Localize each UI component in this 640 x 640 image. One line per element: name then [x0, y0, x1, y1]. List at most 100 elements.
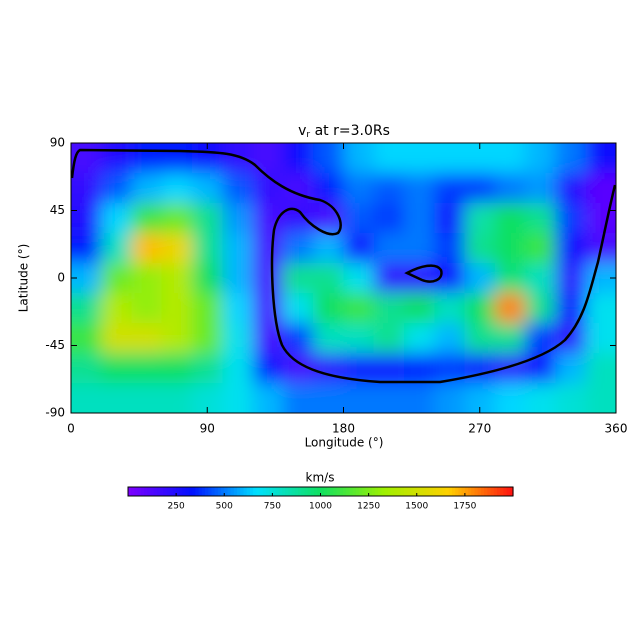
heatmap-cell — [434, 323, 466, 354]
heatmap-cell — [282, 293, 314, 324]
heatmap-cell — [161, 173, 193, 204]
heatmap-cell — [313, 353, 344, 384]
heatmap-cell — [494, 143, 526, 174]
heatmap-cell — [404, 233, 435, 264]
heatmap-cell — [192, 293, 223, 324]
colorbar-swatch — [423, 487, 427, 496]
heatmap-cell — [404, 383, 435, 413]
heatmap-cell — [585, 293, 616, 324]
colorbar-swatch — [375, 487, 379, 496]
y-tick-label: -45 — [45, 338, 65, 352]
heatmap-cell — [464, 233, 496, 264]
heatmap-cell — [131, 173, 163, 204]
heatmap-cell — [373, 323, 405, 354]
colorbar-swatch — [368, 487, 373, 496]
heatmap-cell — [494, 203, 526, 234]
heatmap-cell — [494, 233, 526, 264]
heatmap-cell — [434, 383, 466, 413]
colorbar-swatch — [391, 487, 395, 496]
colorbar-swatch — [304, 487, 309, 496]
heatmap-cell — [252, 353, 284, 384]
colorbar-swatch — [301, 487, 306, 496]
heatmap-cell — [222, 383, 254, 413]
heatmap-cell — [101, 293, 133, 324]
colorbar-swatch — [387, 487, 392, 496]
heatmap-cell — [222, 323, 254, 354]
colorbar-swatch — [269, 487, 273, 496]
heatmap-cell — [464, 173, 496, 204]
heatmap-cell — [192, 353, 223, 384]
colorbar-swatch — [188, 487, 193, 496]
colorbar-swatch — [195, 487, 200, 496]
colorbar-swatch — [140, 487, 145, 496]
colorbar-swatch — [249, 487, 254, 496]
colorbar-swatch — [496, 487, 501, 496]
colorbar-swatch — [131, 487, 136, 496]
colorbar-swatch — [278, 487, 283, 496]
heatmap-cell — [555, 353, 587, 384]
colorbar-swatch — [262, 487, 267, 496]
heatmap-cell — [101, 203, 133, 234]
heatmap-cell — [282, 143, 314, 174]
colorbar-swatch — [201, 487, 206, 496]
y-tick-label: -90 — [45, 406, 65, 420]
heatmap-cell — [373, 383, 405, 413]
heatmap-cell — [131, 323, 163, 354]
heatmap-cell — [494, 293, 526, 324]
heatmap-cell — [222, 353, 254, 384]
heatmap-cell — [282, 233, 314, 264]
heatmap-cell — [343, 173, 375, 204]
heatmap-cell — [585, 233, 616, 264]
colorbar-swatch — [346, 487, 350, 496]
colorbar-swatch — [259, 487, 264, 496]
heatmap-cell — [464, 323, 496, 354]
x-axis-label: Longitude (°) — [305, 436, 384, 450]
colorbar-swatch — [432, 487, 437, 496]
heatmap-cell — [494, 263, 526, 294]
heatmap-cell — [494, 173, 526, 204]
heatmap-cell — [343, 263, 375, 294]
heatmap-cell — [101, 233, 133, 264]
heatmap-cell — [131, 143, 163, 174]
heatmap-cell — [313, 233, 344, 264]
colorbar-swatch — [323, 487, 328, 496]
heatmap-cell — [161, 143, 193, 174]
heatmap-cell — [222, 143, 254, 174]
heatmap-cell — [131, 293, 163, 324]
colorbar-tick-label: 1000 — [309, 502, 332, 512]
heatmap-cell — [464, 203, 496, 234]
colorbar-swatch — [509, 487, 514, 496]
x-tick-label: 90 — [200, 422, 215, 436]
colorbar-swatch — [285, 487, 290, 496]
heatmap-cell — [404, 293, 435, 324]
heatmap-cell — [252, 233, 284, 264]
heatmap-cells — [71, 143, 616, 413]
heatmap-cell — [525, 203, 556, 234]
heatmap-cell — [71, 233, 102, 264]
heatmap-cell — [161, 383, 193, 413]
colorbar-swatch — [166, 487, 171, 496]
colorbar-swatch — [227, 487, 232, 496]
heatmap-cell — [101, 323, 133, 354]
colorbar-swatch — [349, 487, 354, 496]
heatmap — [71, 143, 616, 413]
colorbar-swatch — [198, 487, 203, 496]
colorbar-swatch — [480, 487, 485, 496]
colorbar-swatch — [452, 487, 456, 496]
y-axis-label: Latitude (°) — [17, 244, 31, 313]
colorbar-swatch — [500, 487, 504, 496]
colorbar-tick-label: 1750 — [453, 502, 476, 512]
colorbar-swatch — [355, 487, 360, 496]
heatmap-cell — [434, 293, 466, 324]
heatmap-cell — [373, 263, 405, 294]
heatmap-cell — [71, 173, 102, 204]
heatmap-cell — [404, 353, 435, 384]
colorbar-swatch — [314, 487, 318, 496]
colorbar-swatch — [397, 487, 402, 496]
colorbar-swatch — [484, 487, 488, 496]
colorbar-swatch — [445, 487, 450, 496]
colorbar-swatch — [381, 487, 386, 496]
colorbar-swatch — [185, 487, 190, 496]
heatmap-cell — [101, 143, 133, 174]
